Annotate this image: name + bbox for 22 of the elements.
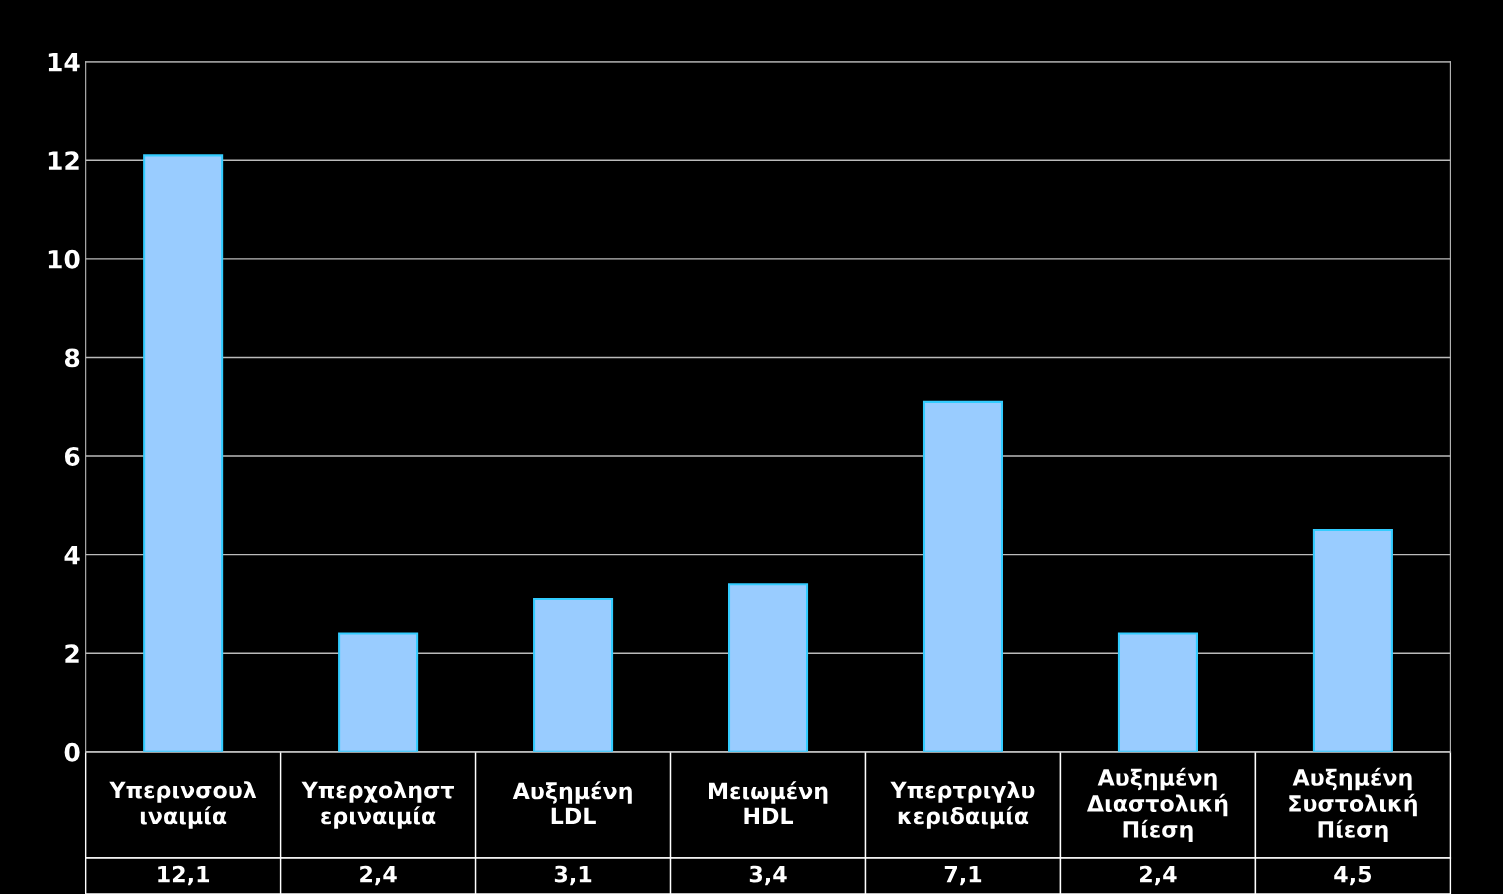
- data-label: 2,4: [1140, 865, 1177, 886]
- y-tick-label: 2: [65, 644, 79, 663]
- data-label: 3,4: [749, 865, 787, 886]
- x-tick-label: Μειωμένη HDL: [709, 781, 828, 824]
- data-label: 4,5: [1334, 865, 1372, 886]
- data-label: 12,1: [158, 865, 210, 886]
- data-label: 2,4: [360, 865, 397, 886]
- y-tick-label: 4: [64, 545, 80, 565]
- x-tick-label: Αυξημένη Διαστολική Πίεση: [1086, 767, 1228, 843]
- data-label: 3,1: [554, 865, 592, 886]
- y-tick-label: 6: [64, 447, 80, 466]
- y-tick-label: 12: [48, 151, 79, 170]
- y-tick-label: 14: [48, 52, 80, 72]
- x-tick-label: Αυξημένη LDL: [512, 781, 632, 824]
- x-tick-label: Υπερτριγλυ κεριδαιμία: [890, 781, 1035, 829]
- data-label: 7,1: [944, 865, 982, 886]
- y-tick-label: 8: [64, 348, 80, 368]
- y-tick-label: 10: [48, 249, 80, 269]
- x-tick-label: Υπερχοληστ εριναιμία: [301, 781, 454, 829]
- y-tick-label: 0: [64, 742, 80, 762]
- x-tick-label: Αυξημένη Συστολική Πίεση: [1289, 767, 1417, 843]
- x-tick-label: Υπερινσουλ ιναιμία: [109, 781, 257, 829]
